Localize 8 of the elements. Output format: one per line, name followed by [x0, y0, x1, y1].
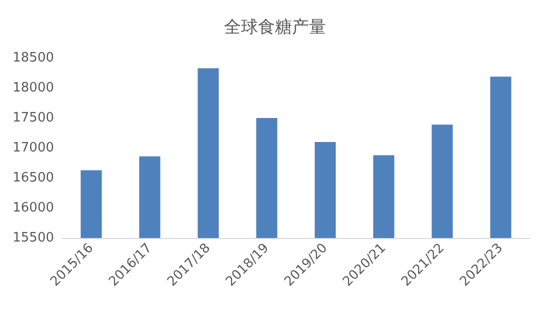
- y-tick-label: 15500: [12, 230, 54, 246]
- y-tick-label: 16500: [12, 170, 54, 186]
- chart-title: 全球食糖产量: [224, 18, 326, 38]
- y-tick-label: 17000: [12, 140, 54, 156]
- y-tick-label: 16000: [12, 200, 54, 216]
- y-tick-label: 17500: [12, 110, 54, 126]
- y-tick-label: 18000: [12, 80, 54, 96]
- y-tick-label: 18500: [12, 50, 54, 66]
